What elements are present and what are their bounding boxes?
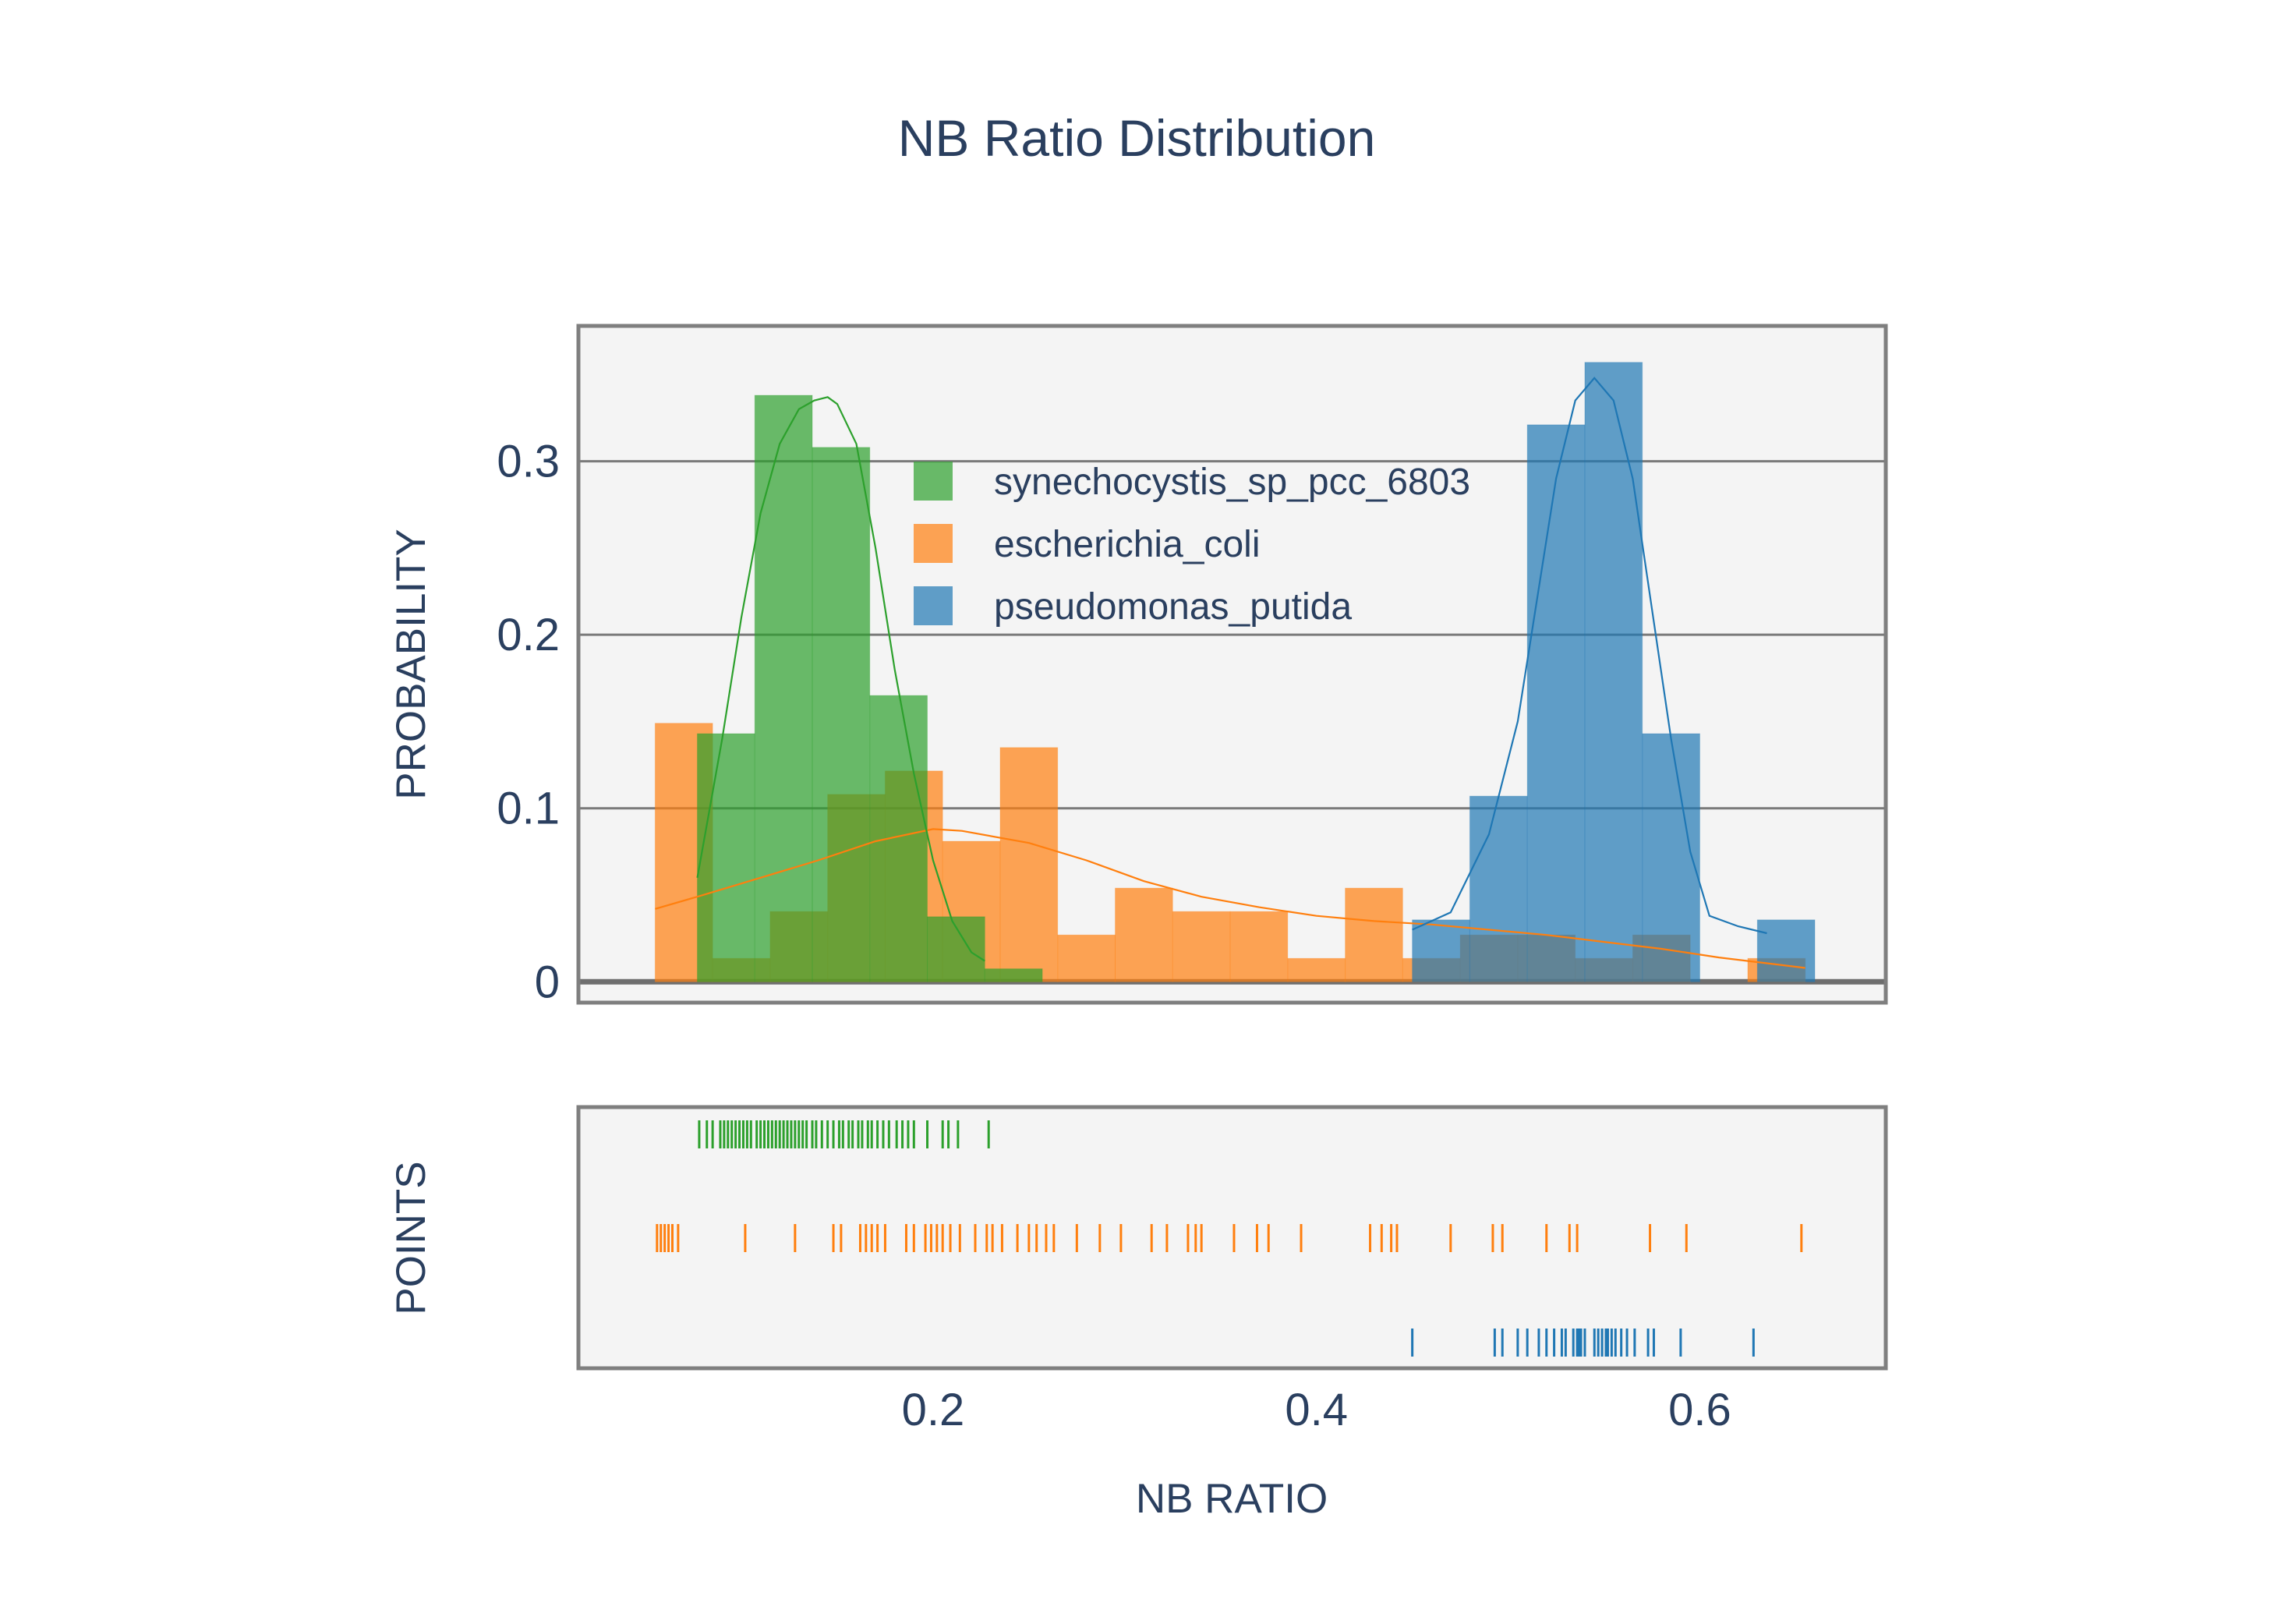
legend-label: synechocystis_sp_pcc_6803 (994, 462, 1470, 503)
histogram-bar-escherichia_coli (999, 747, 1059, 982)
legend-label: escherichia_coli (994, 524, 1261, 565)
y-tick-label: 0 (535, 957, 560, 1007)
legend-swatch (914, 462, 953, 501)
histogram-bar-pseudomonas_putida (1642, 733, 1700, 982)
histogram-bar-escherichia_coli (1115, 887, 1173, 982)
histogram-bar-escherichia_coli (1057, 934, 1116, 982)
histogram-panel-frame (576, 324, 1888, 1005)
rug-panel-bg (578, 1107, 1886, 1368)
histogram-bar-pseudomonas_putida (1526, 424, 1586, 982)
histogram-bar-escherichia_coli (1287, 957, 1346, 982)
y-tick-label: 0.1 (497, 784, 560, 834)
x-axis-ticks: 0.2 0.4 0.6 (902, 1385, 1731, 1435)
histogram-bar-synechocystis_sp_pcc_6803 (869, 695, 928, 982)
y-axis-ticks: 0 0.1 0.2 0.3 (497, 437, 560, 1008)
histogram-bar-escherichia_coli (1172, 911, 1231, 982)
rug-panel-frame (576, 1105, 1888, 1371)
histogram-bar-pseudomonas_putida (1756, 919, 1816, 982)
x-axis-label: NB RATIO (1136, 1476, 1328, 1522)
histogram-bar-synechocystis_sp_pcc_6803 (984, 968, 1043, 982)
kde-curve-escherichia_coli (655, 828, 1805, 969)
y-axis-label-points: POINTS (388, 1161, 434, 1314)
y-axis-label-probability: PROBABILITY (388, 529, 434, 800)
histogram-bar-pseudomonas_putida (1412, 919, 1470, 982)
legend-label: pseudomonas_putida (994, 586, 1352, 628)
histogram-bar-synechocystis_sp_pcc_6803 (696, 733, 755, 982)
kde-curve-synechocystis_sp_pcc_6803 (696, 396, 985, 962)
kde-curves (655, 377, 1805, 969)
histogram-bar-escherichia_coli (1345, 887, 1403, 982)
histogram-bar-pseudomonas_putida (1469, 795, 1528, 982)
histogram-bar-synechocystis_sp_pcc_6803 (754, 395, 813, 982)
x-tick-label: 0.6 (1668, 1385, 1731, 1435)
x-tick-label: 0.4 (1285, 1385, 1348, 1435)
histogram-bar-synechocystis_sp_pcc_6803 (812, 447, 871, 982)
legend-swatch (914, 586, 953, 625)
histogram-bar-pseudomonas_putida (1584, 362, 1643, 982)
kde-curve-pseudomonas_putida (1412, 377, 1767, 935)
legend-swatch (914, 524, 953, 563)
y-tick-label: 0.2 (497, 610, 560, 660)
y-tick-label: 0.3 (497, 437, 560, 487)
histogram-bars (654, 362, 1816, 982)
histogram-bar-escherichia_coli (1229, 911, 1289, 982)
rug-ticks (656, 1120, 1803, 1357)
x-tick-label: 0.2 (902, 1385, 965, 1435)
legend: synechocystis_sp_pcc_6803 escherichia_col… (914, 462, 1470, 628)
chart-title: NB Ratio Distribution (898, 109, 1376, 167)
